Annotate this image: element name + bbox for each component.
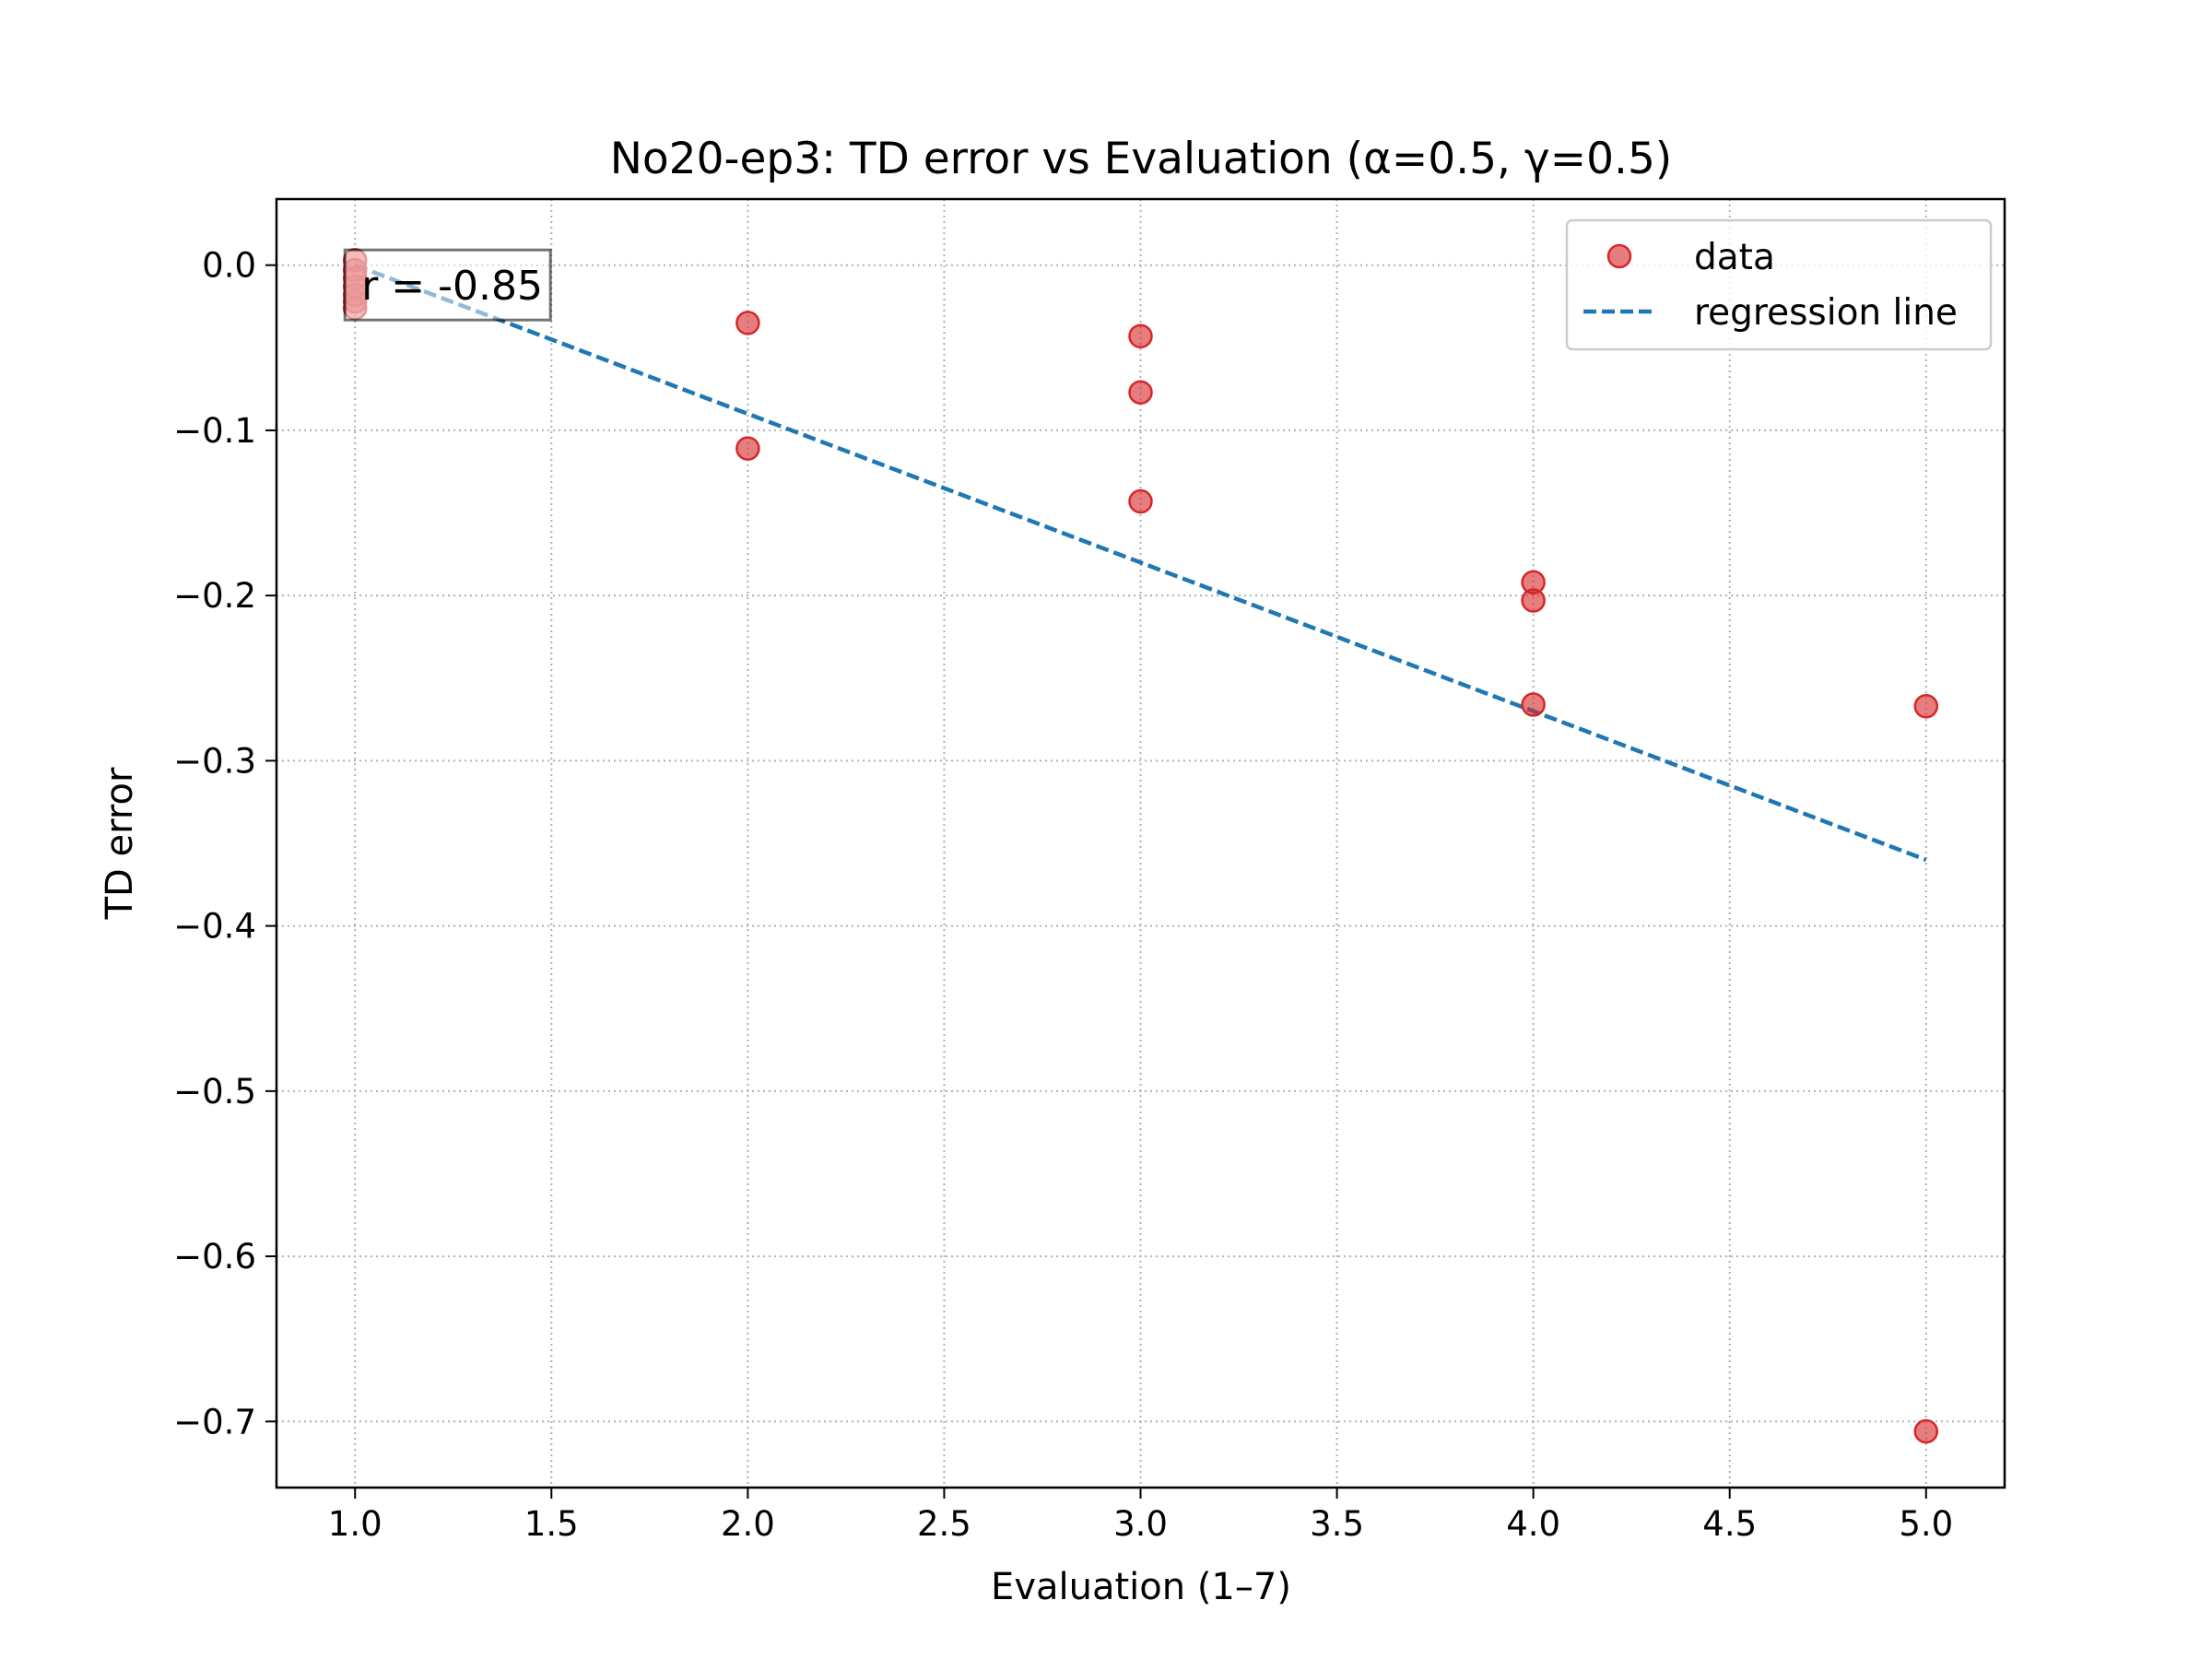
data-point (1913, 1418, 1939, 1444)
legend-regression-label: regression line (1694, 292, 1958, 334)
data-point (1128, 488, 1153, 514)
x-tick-label: 1.5 (524, 1504, 579, 1544)
y-tick-label: −0.1 (173, 411, 256, 451)
data-point (1913, 693, 1939, 719)
legend-data-label: data (1694, 237, 1775, 278)
data-point (1128, 380, 1153, 405)
x-tick-label: 3.0 (1113, 1504, 1168, 1544)
annotation-box (343, 248, 552, 322)
y-tick-label: −0.5 (173, 1072, 256, 1112)
y-axis-label: TD error (99, 767, 141, 920)
y-tick-label: 0.0 (202, 246, 256, 286)
y-tick-label: −0.2 (173, 576, 256, 616)
legend-data-marker (1606, 243, 1632, 269)
x-tick-label: 3.5 (1310, 1504, 1364, 1544)
correlation-text: r = -0.85 (361, 263, 543, 310)
data-point (1521, 692, 1546, 717)
x-tick-label: 4.5 (1702, 1504, 1757, 1544)
legend: data regression line (1565, 218, 1993, 351)
x-tick-label: 1.0 (328, 1504, 382, 1544)
x-axis-ticks: 1.0 1.5 2.0 2.5 3.0 3.5 4.0 4.5 5.0 (328, 1488, 1953, 1544)
data-point (1128, 324, 1153, 349)
y-tick-label: −0.4 (173, 907, 256, 947)
y-tick-label: −0.7 (173, 1402, 256, 1441)
y-tick-label: −0.3 (173, 741, 256, 781)
data-point (735, 311, 760, 335)
chart-title: No20-ep3: TD error vs Evaluation (α=0.5,… (610, 134, 1672, 184)
correlation-annotation: r = -0.85 (343, 248, 552, 322)
x-tick-label: 4.0 (1506, 1504, 1560, 1544)
regression-series (354, 263, 1927, 863)
legend-frame (1565, 218, 1993, 351)
y-axis-ticks: 0.0 −0.1 −0.2 −0.3 −0.4 −0.5 −0.6 −0.7 (173, 246, 276, 1441)
plot-frame (275, 197, 2006, 1489)
regression-line (354, 263, 1927, 863)
x-tick-label: 2.0 (721, 1504, 775, 1544)
x-tick-label: 5.0 (1899, 1504, 1953, 1544)
x-axis-label: Evaluation (1–7) (991, 1566, 1291, 1608)
y-tick-label: −0.6 (173, 1237, 256, 1277)
grid-lines (276, 199, 2005, 1488)
x-tick-label: 2.5 (917, 1504, 971, 1544)
data-point (735, 436, 760, 461)
data-point (1521, 588, 1546, 613)
